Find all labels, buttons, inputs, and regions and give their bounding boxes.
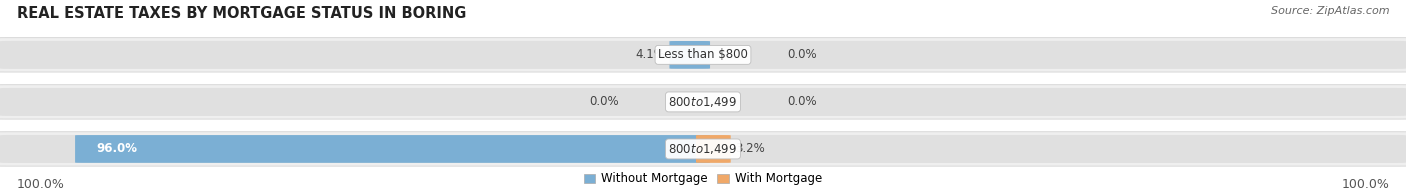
Text: Less than $800: Less than $800 <box>658 48 748 61</box>
Text: 0.0%: 0.0% <box>787 95 817 108</box>
Text: 3.2%: 3.2% <box>735 142 765 155</box>
FancyBboxPatch shape <box>0 38 1406 72</box>
FancyBboxPatch shape <box>0 135 1406 163</box>
Legend: Without Mortgage, With Mortgage: Without Mortgage, With Mortgage <box>579 168 827 190</box>
Text: 100.0%: 100.0% <box>17 178 65 191</box>
Text: 4.1%: 4.1% <box>636 48 665 61</box>
FancyBboxPatch shape <box>0 85 1406 119</box>
FancyBboxPatch shape <box>0 41 1406 69</box>
FancyBboxPatch shape <box>0 88 1406 116</box>
Text: 0.0%: 0.0% <box>787 48 817 61</box>
Text: 0.0%: 0.0% <box>589 95 619 108</box>
Text: 96.0%: 96.0% <box>96 142 138 155</box>
FancyBboxPatch shape <box>669 41 710 69</box>
Text: REAL ESTATE TAXES BY MORTGAGE STATUS IN BORING: REAL ESTATE TAXES BY MORTGAGE STATUS IN … <box>17 6 467 21</box>
FancyBboxPatch shape <box>696 135 731 163</box>
Text: Source: ZipAtlas.com: Source: ZipAtlas.com <box>1271 6 1389 16</box>
Text: $800 to $1,499: $800 to $1,499 <box>668 95 738 109</box>
FancyBboxPatch shape <box>0 132 1406 166</box>
Text: 100.0%: 100.0% <box>1341 178 1389 191</box>
Text: $800 to $1,499: $800 to $1,499 <box>668 142 738 156</box>
FancyBboxPatch shape <box>75 135 710 163</box>
